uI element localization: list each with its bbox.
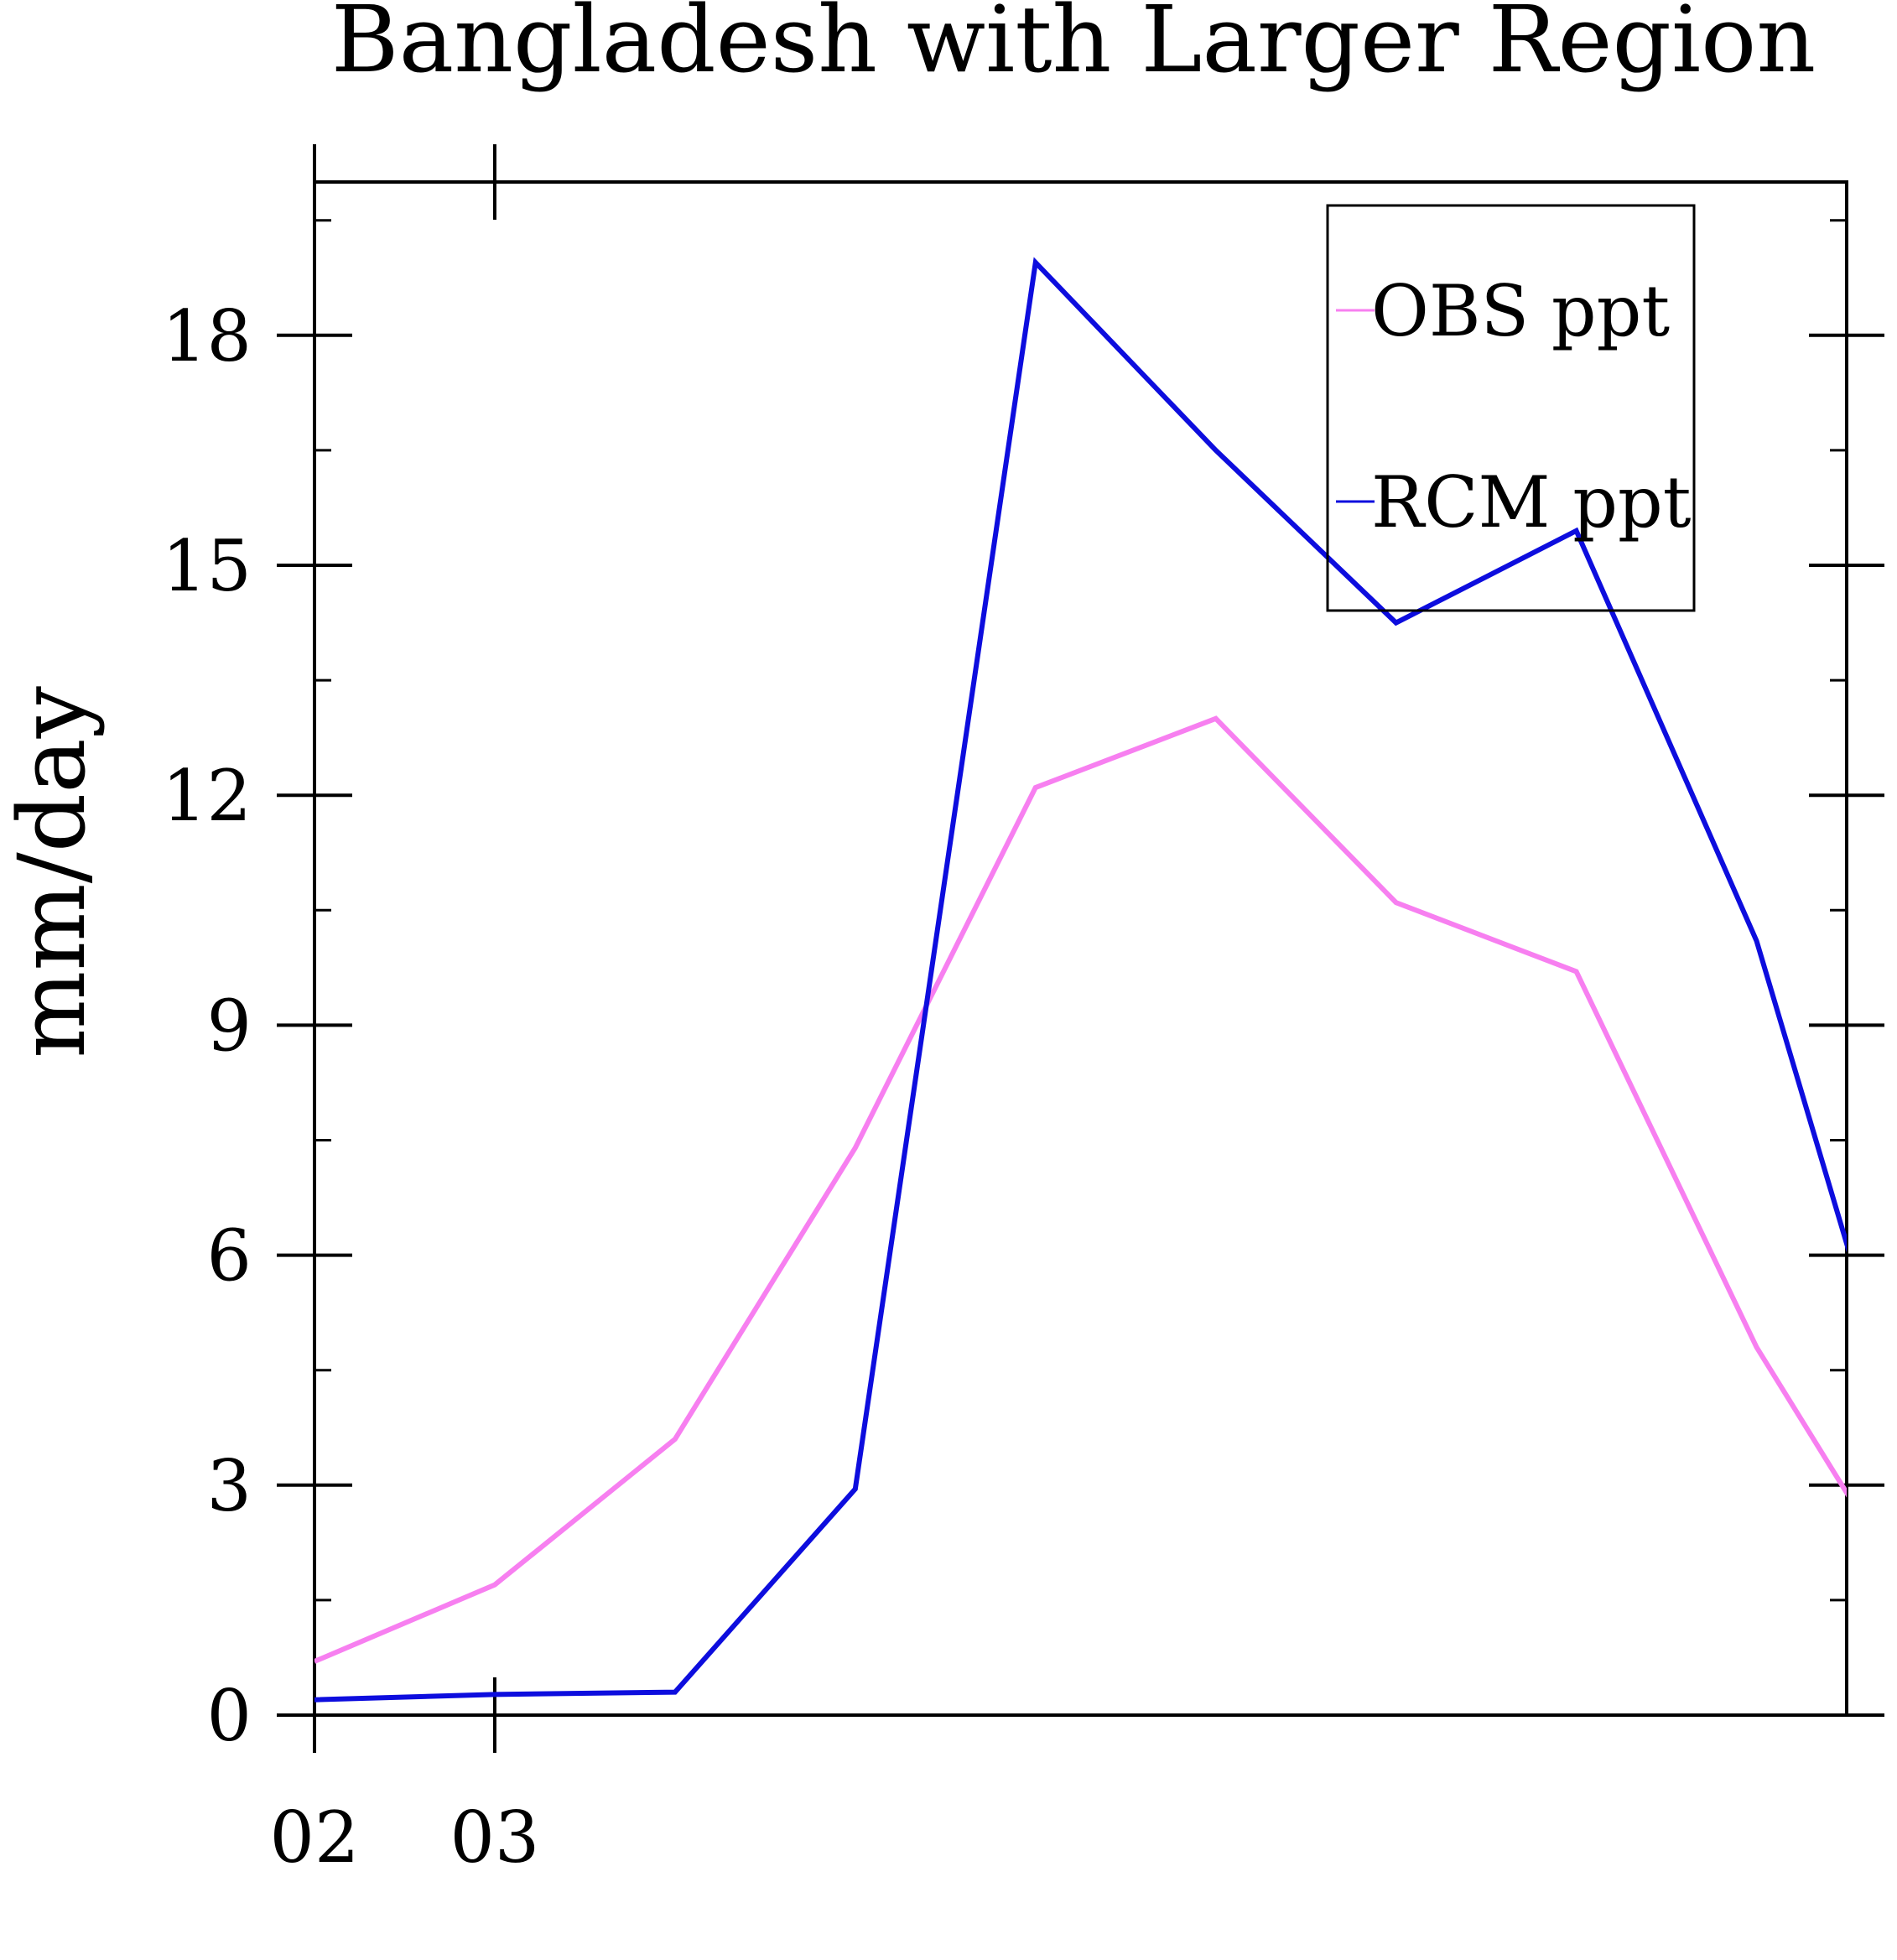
- y-tick-label: 6: [207, 1215, 252, 1297]
- x-tick-label: 03: [450, 1796, 539, 1879]
- y-tick-label: 12: [162, 755, 252, 837]
- legend-label-2: RCM ppt: [1371, 461, 1692, 543]
- y-tick-label: 0: [207, 1675, 252, 1757]
- series-line-1: [314, 715, 1847, 1664]
- y-tick-label: 15: [162, 525, 252, 607]
- y-axis-label: mm/day: [0, 686, 106, 1058]
- y-tick-label: 18: [162, 295, 252, 377]
- chart-title: Bangladesh with Larger Region: [331, 0, 1816, 93]
- plot-frame: [313, 180, 1848, 1717]
- series-line-2: [314, 257, 1847, 1703]
- legend-box: [1326, 204, 1696, 612]
- legend-label-1: OBS ppt: [1371, 270, 1670, 352]
- y-tick-label: 3: [207, 1445, 252, 1527]
- y-tick-label: 9: [207, 985, 252, 1067]
- x-tick-label: 02: [270, 1796, 360, 1879]
